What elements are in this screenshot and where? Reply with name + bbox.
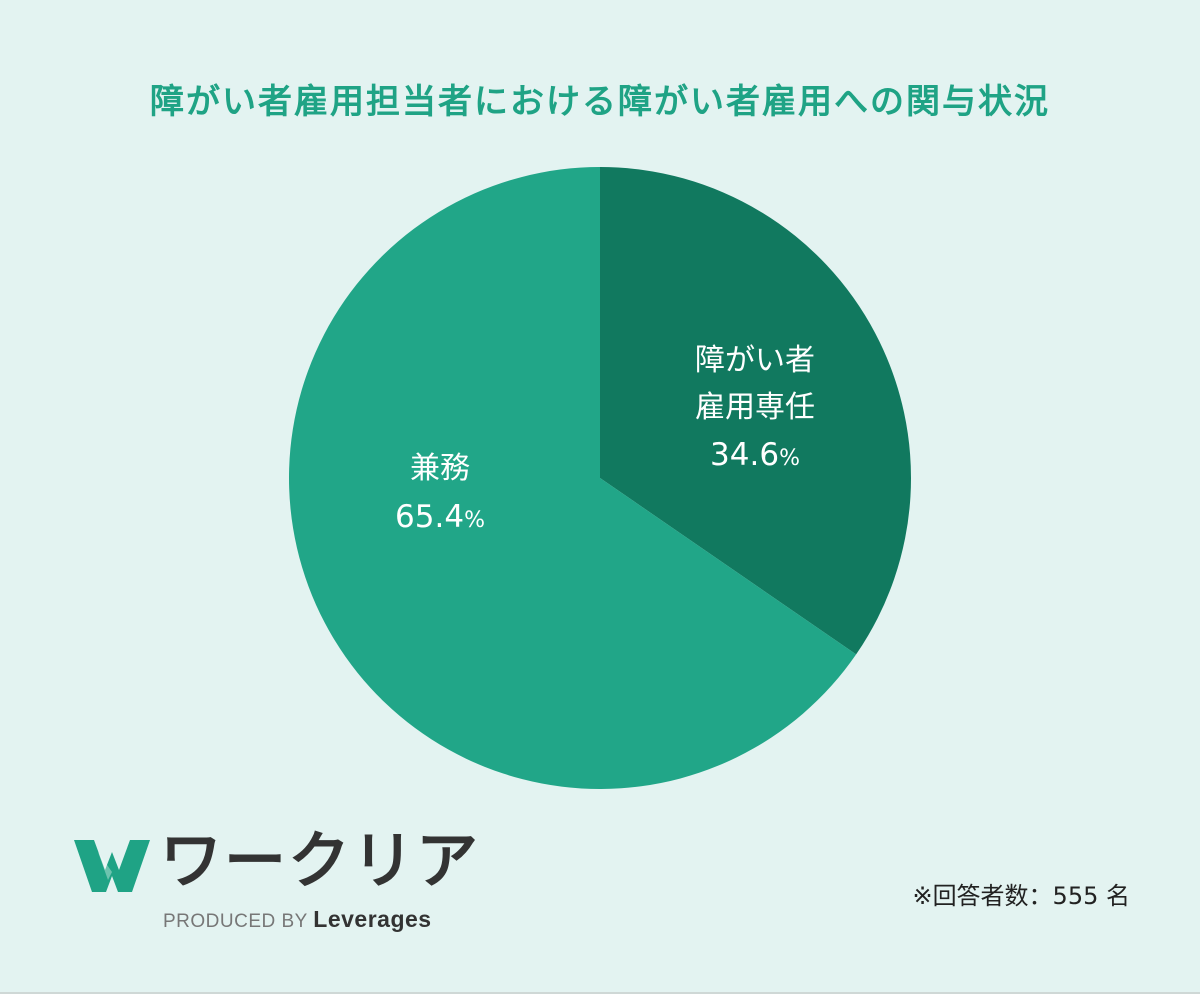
slice-value-concurrent-unit: %	[464, 507, 485, 533]
slice-label-dedicated-line2: 雇用専任	[695, 389, 815, 425]
slice-value-dedicated-unit: %	[779, 446, 800, 471]
slice-value-concurrent-number: 65.4	[395, 498, 465, 535]
produced-by-line: PRODUCED BY Leverages	[163, 906, 432, 933]
produced-by-text: PRODUCED BY	[163, 911, 308, 932]
pie-slice-concurrent	[289, 167, 857, 789]
bottom-divider	[0, 992, 1200, 994]
logo-wordmark: ワークリア	[160, 824, 481, 897]
slice-label-concurrent-line1: 兼務	[410, 451, 470, 486]
slice-label-dedicated-line1: 障がい者	[695, 343, 815, 378]
slice-value-concurrent: 65.4%	[360, 493, 520, 542]
workclear-logo-icon	[74, 840, 150, 892]
brand-name: Leverages	[313, 906, 432, 932]
slice-value-dedicated: 34.6%	[655, 431, 855, 480]
slice-value-dedicated-number: 34.6	[710, 437, 780, 473]
respondent-count-note: ※回答者数：555 名	[912, 882, 1130, 910]
pie-slice-dedicated	[600, 167, 911, 655]
slice-label-dedicated: 障がい者 雇用専任 34.6%	[655, 338, 855, 480]
slice-label-concurrent: 兼務 65.4%	[360, 446, 520, 541]
chart-title: 障がい者雇用担当者における障がい者雇用への関与状況	[150, 82, 1050, 122]
